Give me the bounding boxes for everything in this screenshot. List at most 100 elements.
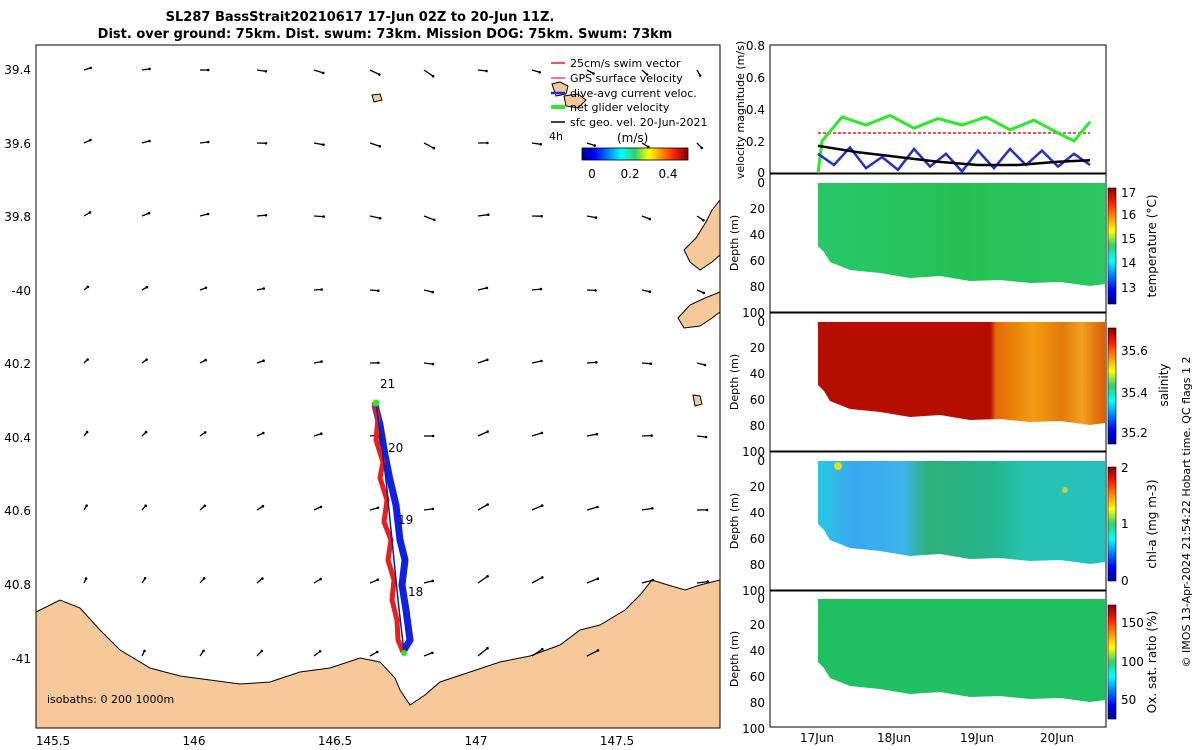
velocity-vector [477, 287, 488, 291]
chla-colorbar-label: chl-a (mg m-3) [1145, 479, 1159, 568]
velocity-vector-head [647, 145, 650, 149]
velocity-vector [423, 142, 435, 149]
depth-tick: 100 [742, 722, 765, 736]
velocity-vector-head [486, 213, 490, 216]
velocity-vector [531, 142, 541, 145]
velocity-vector-head [378, 216, 382, 220]
map-colorbar-title: (m/s) [617, 131, 648, 145]
velocity-vector [477, 69, 487, 72]
depth-tick: 0 [757, 592, 765, 606]
vel-y-tick-0.6: 0.6 [746, 71, 765, 85]
velocity-vector-head [485, 286, 489, 290]
velocity-vector-head [202, 649, 205, 653]
velocity-vector-head [433, 218, 436, 222]
map-x-tick-3: 147 [465, 734, 488, 748]
velocity-vector-head [432, 146, 436, 150]
velocity-vector-head [650, 434, 653, 437]
velocity-vector [423, 215, 435, 221]
velocity-vector [423, 508, 433, 511]
velocity-vector-head [431, 579, 435, 583]
velocity-series [816, 113, 1092, 174]
velocity-vector-head [145, 358, 148, 362]
velocity-vector [477, 575, 488, 584]
velocity-vector-head [377, 361, 380, 365]
depth-tick: 100 [742, 306, 765, 320]
velocity-vector [531, 288, 541, 291]
velocity-vector-head [148, 67, 151, 71]
surface-velocity-field [83, 66, 710, 657]
velocity-vector-head [540, 214, 543, 218]
velocity-vector-head [203, 504, 207, 508]
velocity-vector-head [261, 577, 264, 580]
map-y-tick-8: -41 [11, 652, 31, 666]
velocity-vector [369, 651, 378, 657]
velocity-vector [477, 214, 489, 217]
map-colorbar-tick-1: 0.2 [620, 167, 639, 181]
velocity-vector [477, 647, 488, 657]
vel-y-tick-0.8: 0.8 [746, 39, 765, 53]
velocity-vector-head [539, 143, 543, 146]
velocity-vector-head [648, 217, 652, 221]
depth-tick: 80 [750, 696, 765, 710]
vel-y-tick-0: 0 [757, 166, 765, 180]
depth-tick: 80 [750, 419, 765, 433]
velocity-vector [423, 652, 433, 657]
velocity-vector-head [88, 211, 92, 214]
map-y-tick-1: 39.6 [4, 137, 31, 151]
velocity-vector-head [540, 431, 544, 435]
chla-cbar-tick-0: 0 [1121, 574, 1129, 588]
velocity-vector-head [204, 286, 208, 290]
velocity-vector-head [143, 577, 147, 580]
depth-ticks: 0204060801000204060801000204060801000204… [742, 176, 765, 736]
velocity-vector [313, 142, 324, 146]
velocity-vector [369, 289, 379, 292]
velocity-vector-head [144, 430, 148, 434]
velocity-vector-head [376, 650, 379, 654]
velocity-vector-head [651, 578, 655, 582]
velocity-vector-head [596, 577, 600, 580]
velocity-vector [531, 69, 540, 73]
time-tick-17jun: 17Jun [800, 731, 834, 745]
depth-tick: 20 [750, 202, 765, 216]
map-x-tick-1: 146 [183, 734, 206, 748]
velocity-vector-head [431, 651, 434, 655]
velocity-vector-head [649, 362, 653, 366]
velocity-vector-head [486, 575, 489, 578]
glider-track: 21 20 19 18 [371, 377, 423, 656]
velocity-vector-head [595, 432, 599, 436]
temp-cbar-tick-16: 16 [1121, 208, 1136, 222]
velocity-vector-head [486, 358, 489, 362]
velocity-vector [641, 579, 654, 584]
velocity-vector-head [485, 69, 488, 73]
temp-cbar-tick-13: 13 [1121, 281, 1136, 295]
velocity-vector-head [540, 504, 544, 507]
credit-text: © IMOS 13-Apr-2024 21:54:22 Hobart time.… [1180, 357, 1193, 668]
velocity-vector-head [143, 649, 146, 653]
velocity-vector [423, 362, 433, 365]
salinity-colorbar [1107, 327, 1117, 445]
temperature-panel: Depth (m) 13 14 15 16 17 temperature (°C… [728, 173, 1159, 313]
velocity-vector [369, 579, 378, 584]
track-end-marker [372, 399, 380, 407]
velocity-panel: 0.8 0.6 0.4 0.2 0 velocity magnitude (m/… [734, 39, 1107, 180]
velocity-vector-head [651, 507, 654, 510]
velocity-vector [586, 361, 597, 364]
depth-tick: 60 [750, 532, 765, 546]
time-tick-19jun: 19Jun [960, 731, 994, 745]
sal-cbar-tick-35.6: 35.6 [1121, 344, 1148, 358]
salinity-y-label: Depth (m) [728, 354, 741, 410]
velocity-vector [586, 142, 596, 147]
temperature-y-label: Depth (m) [728, 215, 741, 271]
velocity-vector-head [322, 215, 325, 218]
velocity-vector-head [261, 504, 265, 508]
geostrophic-velocity-series [817, 144, 1091, 167]
velocity-vector-head [702, 218, 705, 222]
temp-cbar-tick-14: 14 [1121, 256, 1136, 270]
time-tick-18jun: 18Jun [877, 731, 911, 745]
oxygen-y-label: Depth (m) [728, 631, 741, 687]
velocity-vector-head [148, 139, 151, 143]
velocity-vector [313, 69, 324, 74]
legend-current-label: dive-avg current veloc. [570, 87, 697, 100]
section-panels: Depth (m) 13 14 15 16 17 temperature (°C… [728, 173, 1171, 745]
velocity-vector-head [260, 649, 264, 653]
